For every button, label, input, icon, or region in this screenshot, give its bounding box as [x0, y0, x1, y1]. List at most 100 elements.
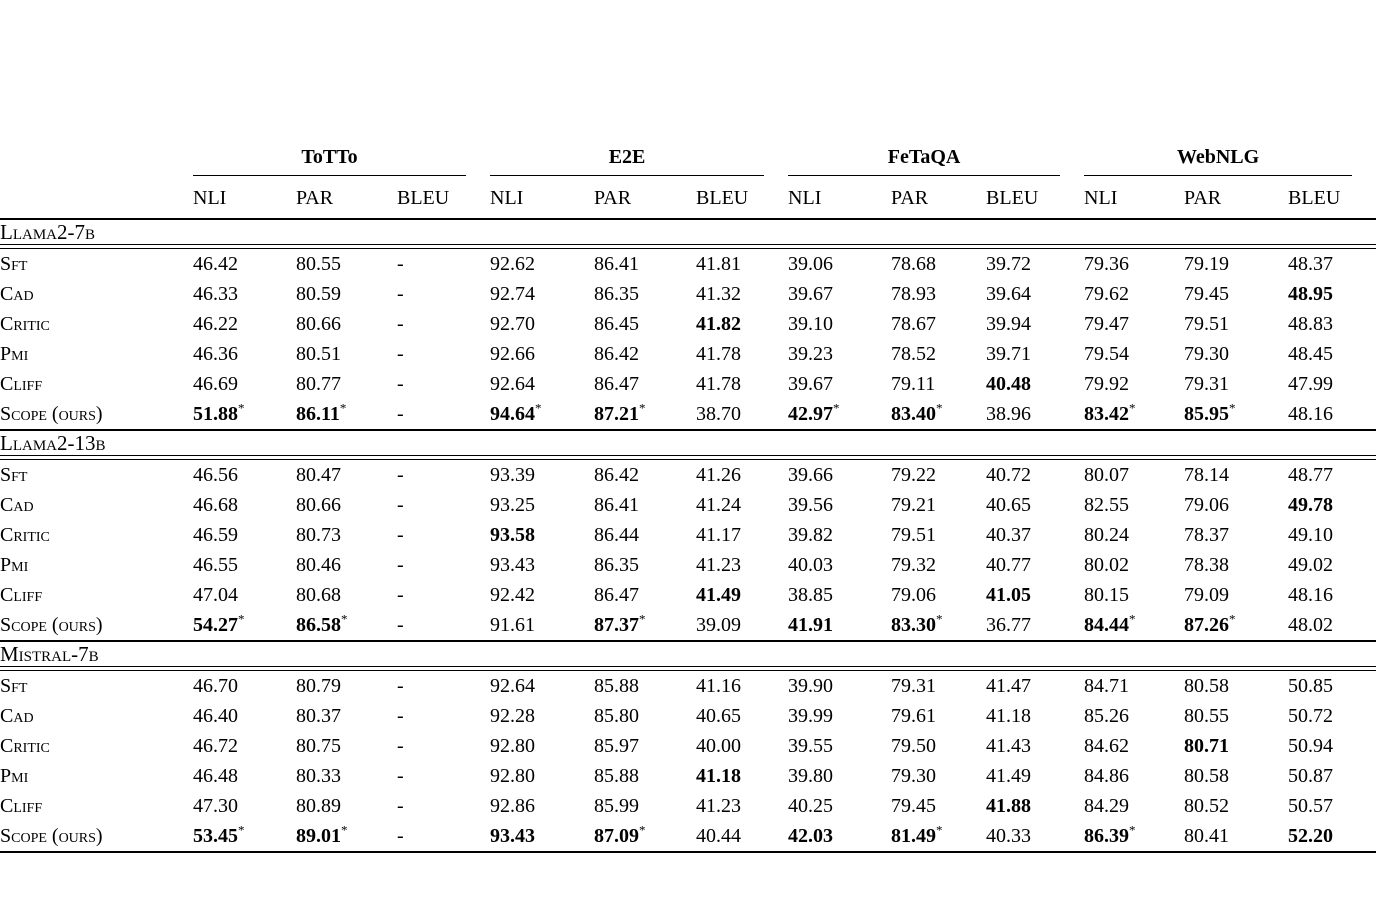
value-text: 41.16	[696, 674, 742, 697]
value-cell: 41.18	[986, 701, 1084, 731]
value-text: 84.71	[1084, 674, 1130, 697]
value-cell: 47.99	[1288, 369, 1376, 399]
value-text: 78.93	[891, 282, 937, 305]
value-cell: 46.55	[193, 550, 296, 580]
table-row: Cad 46.33 80.59 - 92.74 86.35 41.32 39.67 78.93 3…	[0, 279, 1376, 309]
value-text: 80.07	[1084, 463, 1130, 486]
value-text: 87.21	[594, 402, 640, 425]
value-cell: 87.37*	[594, 610, 696, 641]
value-text: 80.75	[296, 734, 341, 757]
value-cell: 78.93	[891, 279, 986, 309]
value-cell: 92.66	[490, 339, 594, 369]
method-label: Scope (ours)	[0, 402, 103, 425]
value-text: 48.83	[1288, 312, 1334, 335]
value-text: 79.30	[891, 764, 937, 787]
value-cell: 80.52	[1184, 791, 1288, 821]
table-row: Cad 46.40 80.37 - 92.28 85.80 40.65 39.99 79.61 4…	[0, 701, 1376, 731]
value-text: 41.91	[788, 613, 834, 636]
value-text: 83.42	[1084, 402, 1130, 425]
value-text: 78.14	[1184, 463, 1230, 486]
value-cell: 40.37	[986, 520, 1084, 550]
group-label-webnlg: WebNLG	[1084, 146, 1353, 176]
value-text: 80.66	[296, 493, 341, 516]
value-cell: 48.16	[1288, 399, 1376, 430]
value-cell: 46.40	[193, 701, 296, 731]
value-cell: 46.36	[193, 339, 296, 369]
value-text: 46.40	[193, 704, 238, 727]
value-text: 86.35	[594, 553, 640, 576]
value-cell: 80.73	[296, 520, 397, 550]
value-cell: 85.99	[594, 791, 696, 821]
value-text: 83.40	[891, 402, 937, 425]
value-cell: 79.36	[1084, 249, 1184, 279]
significance-star: *	[341, 821, 348, 837]
value-cell: 40.48	[986, 369, 1084, 399]
value-cell: 79.11	[891, 369, 986, 399]
value-cell: 41.32	[696, 279, 788, 309]
value-cell: 92.86	[490, 791, 594, 821]
value-cell: -	[397, 701, 490, 731]
value-text: 42.03	[788, 824, 834, 847]
value-text: 46.56	[193, 463, 238, 486]
value-text: 41.18	[986, 704, 1032, 727]
value-text: 80.71	[1184, 734, 1230, 757]
value-text: 86.44	[594, 523, 640, 546]
value-text: 78.37	[1184, 523, 1230, 546]
double-rule-cell	[0, 455, 1376, 460]
value-text: 40.48	[986, 372, 1032, 395]
value-cell: 79.51	[1184, 309, 1288, 339]
value-cell: -	[397, 791, 490, 821]
value-cell: 47.04	[193, 580, 296, 610]
value-text: 92.42	[490, 583, 536, 606]
value-cell: 85.88	[594, 761, 696, 791]
value-text: 78.38	[1184, 553, 1230, 576]
value-text: 39.09	[696, 613, 742, 636]
section-title: Llama2-13b	[0, 429, 1376, 455]
value-cell: 48.02	[1288, 610, 1376, 641]
value-cell: 41.91	[788, 610, 891, 641]
value-cell: 92.70	[490, 309, 594, 339]
value-text: 86.47	[594, 583, 640, 606]
table-body: Llama2-7b Sft 46.42 80.55 - 92.62 86.41 41.81 39…	[0, 218, 1376, 852]
value-text: 80.58	[1184, 674, 1230, 697]
value-cell: 85.95*	[1184, 399, 1288, 430]
table-row: Pmi 46.48 80.33 - 92.80 85.88 41.18 39.80 79.30 4…	[0, 761, 1376, 791]
value-text: 46.69	[193, 372, 238, 395]
value-cell: 39.66	[788, 460, 891, 490]
value-cell: 80.58	[1184, 671, 1288, 701]
value-cell: 80.33	[296, 761, 397, 791]
value-cell: 39.56	[788, 490, 891, 520]
value-text: 79.92	[1084, 372, 1130, 395]
value-cell: 40.72	[986, 460, 1084, 490]
value-cell: 85.80	[594, 701, 696, 731]
value-text: 80.24	[1084, 523, 1130, 546]
value-cell: 46.69	[193, 369, 296, 399]
value-cell: 80.24	[1084, 520, 1184, 550]
metric-header-par: PAR	[891, 176, 987, 220]
group-header-webnlg: WebNLG	[1084, 146, 1376, 176]
table-row: Scope (ours) 51.88* 86.11* -94.64* 87.21* 38.…	[0, 399, 1376, 430]
dataset-group-header-row: ToTTo E2E FeTaQA WebNLG	[0, 146, 1376, 176]
double-rule-cell	[0, 666, 1376, 671]
table-row: Cliff 46.69 80.77 - 92.64 86.47 41.78 39.67 79.1…	[0, 369, 1376, 399]
value-cell: 85.97	[594, 731, 696, 761]
value-cell: 39.94	[986, 309, 1084, 339]
group-header-totto: ToTTo	[193, 146, 490, 176]
value-text: 80.47	[296, 463, 341, 486]
table-row: Scope (ours) 53.45* 89.01* -93.43 87.09* 40.4…	[0, 821, 1376, 852]
value-text: -	[397, 372, 404, 395]
table-row: Critic 46.22 80.66 - 92.70 86.45 41.82 39.10 78.…	[0, 309, 1376, 339]
significance-star: *	[238, 610, 245, 626]
value-text: 41.82	[696, 312, 742, 335]
value-text: 51.88	[193, 402, 238, 425]
value-cell: 41.26	[696, 460, 788, 490]
value-text: 46.59	[193, 523, 238, 546]
value-cell: 48.37	[1288, 249, 1376, 279]
value-cell: 38.85	[788, 580, 891, 610]
value-cell: 39.80	[788, 761, 891, 791]
value-text: 85.88	[594, 764, 640, 787]
value-cell: 84.71	[1084, 671, 1184, 701]
value-text: 80.79	[296, 674, 341, 697]
value-cell: 38.70	[696, 399, 788, 430]
